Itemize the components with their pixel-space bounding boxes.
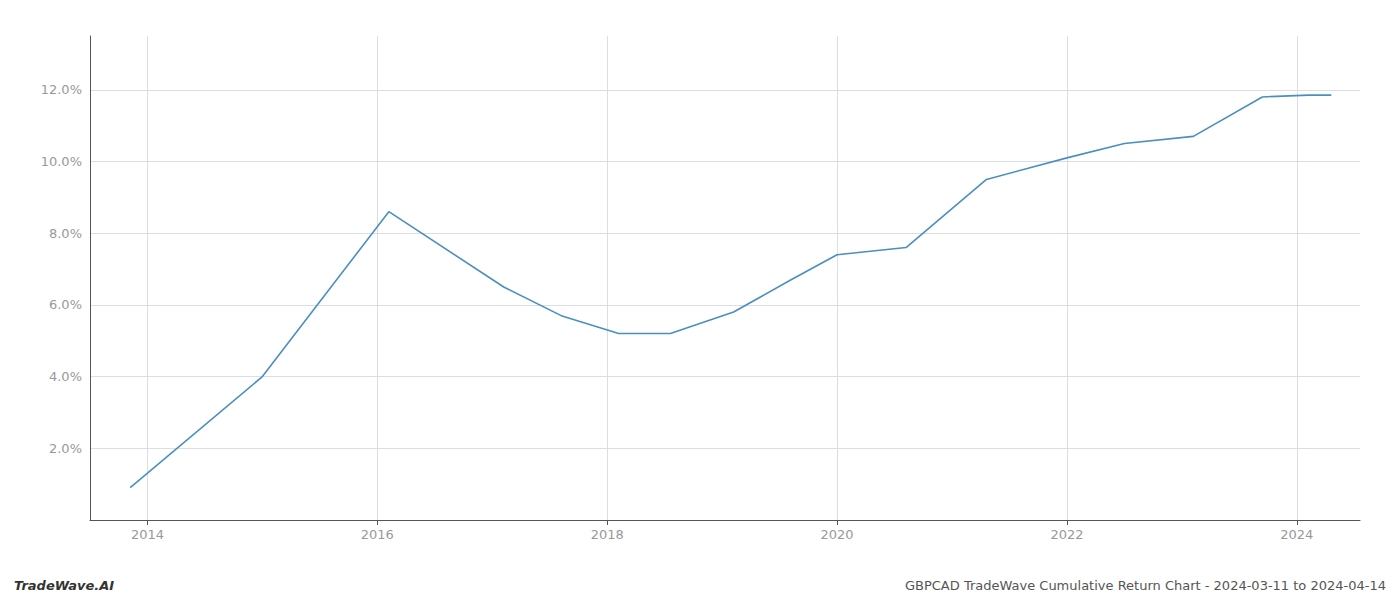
svg-text:2.0%: 2.0% [49,441,82,456]
svg-text:4.0%: 4.0% [49,369,82,384]
svg-text:2020: 2020 [821,527,854,542]
svg-text:TradeWave.AI: TradeWave.AI [14,578,114,593]
svg-text:6.0%: 6.0% [49,297,82,312]
svg-text:2018: 2018 [591,527,624,542]
svg-text:10.0%: 10.0% [41,154,82,169]
svg-text:GBPCAD TradeWave Cumulative Re: GBPCAD TradeWave Cumulative Return Chart… [905,578,1386,593]
svg-text:2022: 2022 [1050,527,1083,542]
svg-text:8.0%: 8.0% [49,226,82,241]
svg-text:2014: 2014 [131,527,164,542]
svg-text:12.0%: 12.0% [41,82,82,97]
svg-text:2024: 2024 [1280,527,1313,542]
svg-text:2016: 2016 [361,527,394,542]
